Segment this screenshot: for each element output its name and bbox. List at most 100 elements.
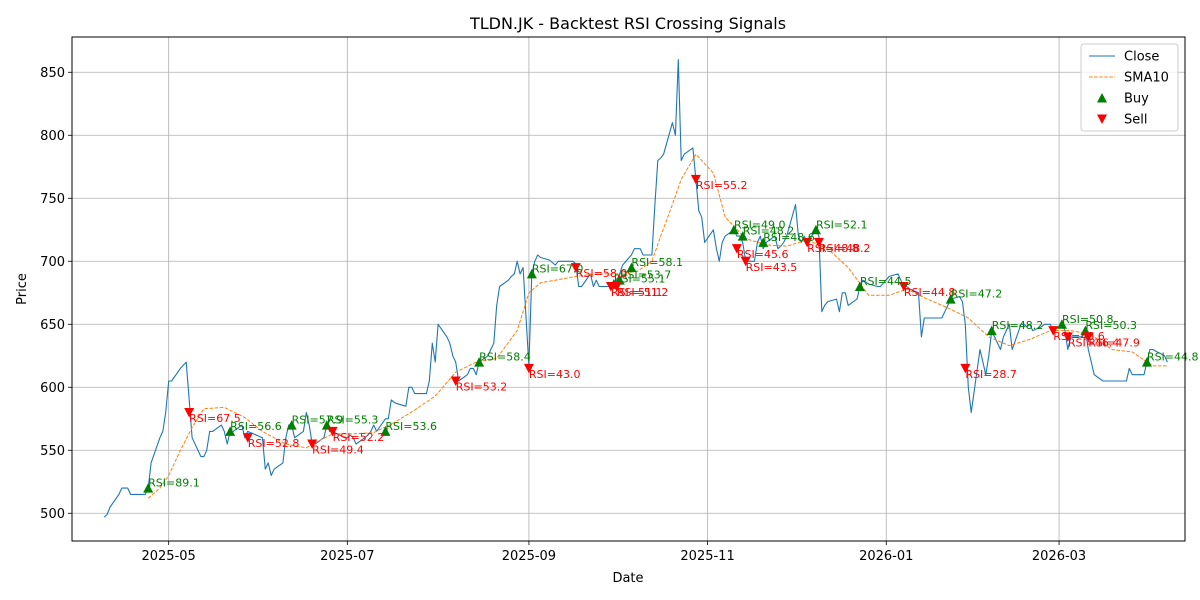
sell-annotation: RSI=47.9 (1088, 336, 1140, 349)
legend-sell-label: Sell (1124, 113, 1147, 128)
sell-marker (731, 244, 742, 254)
buy-marker (474, 357, 485, 367)
sell-annotation: RSI=52.2 (333, 431, 385, 444)
buy-marker (737, 231, 748, 241)
sell-annotation: RSI=53.2 (456, 380, 508, 393)
legend-close-label: Close (1124, 50, 1159, 65)
sell-marker (802, 237, 813, 248)
buy-annotation: RSI=44.8 (1147, 351, 1199, 364)
x-tick-label: 2025-05 (141, 549, 195, 564)
x-tick-label: 2025-09 (502, 549, 556, 564)
sell-annotation: RSI=49.4 (312, 443, 364, 456)
sell-marker (327, 426, 338, 437)
signal-markers (143, 174, 1152, 493)
sell-annotation: RSI=46.4 (1068, 336, 1120, 349)
buy-marker (728, 224, 739, 235)
buy-marker (225, 426, 236, 436)
sell-annotation: RSI=67.5 (189, 412, 241, 425)
buy-annotation: RSI=48.6 (763, 231, 815, 244)
buy-marker (1141, 357, 1152, 367)
sell-annotation: RSI=51.2 (617, 286, 669, 299)
sell-marker (690, 174, 701, 185)
buy-annotation: RSI=57.9 (292, 414, 344, 427)
buy-marker (626, 262, 637, 273)
buy-annotation: RSI=48.2 (992, 319, 1044, 332)
sell-marker (307, 439, 318, 449)
x-axis-ticks: 2025-05 2025-07 2025-09 2025-11 2026-01 2026-… (141, 541, 1086, 564)
series-line-sma10 (147, 153, 1168, 499)
buy-annotation: RSI=53.7 (620, 269, 672, 282)
y-tick-label: 550 (40, 444, 65, 459)
sell-marker (1083, 332, 1094, 342)
buy-annotation: RSI=56.6 (230, 420, 282, 433)
sell-marker (242, 433, 253, 443)
buy-annotation: RSI=67.0 (532, 262, 584, 275)
y-tick-label: 750 (40, 192, 65, 207)
sell-annotation: RSI=45.6 (737, 248, 789, 261)
y-tick-label: 800 (40, 129, 65, 144)
sell-marker (450, 376, 461, 386)
sell-marker (813, 237, 824, 248)
buy-marker (854, 281, 865, 291)
buy-marker (143, 483, 154, 493)
sell-marker (740, 256, 751, 267)
sell-marker (1048, 326, 1059, 336)
y-tick-label: 500 (40, 507, 65, 522)
sell-annotation: RSI=44.8 (904, 286, 956, 299)
legend-buy-label: Buy (1124, 92, 1149, 107)
buy-annotation: RSI=52.1 (816, 218, 868, 231)
buy-marker (526, 268, 537, 279)
buy-annotation: RSI=50.8 (1062, 313, 1114, 326)
sell-marker (611, 281, 622, 292)
x-tick-label: 2026-01 (859, 549, 913, 564)
sell-annotation: RSI=52.8 (248, 437, 300, 450)
x-tick-label: 2025-11 (680, 549, 734, 564)
sell-annotation: RSI=48.6 (1053, 330, 1105, 343)
buy-annotation: RSI=48.2 (743, 225, 795, 238)
buy-annotation: RSI=49.0 (734, 218, 786, 231)
sell-annotation: RSI=48.8 (807, 242, 859, 255)
sell-marker (184, 407, 195, 418)
sell-marker (898, 281, 909, 292)
buy-annotation: RSI=58.4 (479, 351, 531, 364)
legend-sma10-label: SMA10 (1124, 71, 1169, 86)
buy-marker (945, 294, 956, 304)
legend-sell-swatch (1097, 114, 1107, 124)
buy-annotation: RSI=55.3 (327, 414, 379, 427)
plot-frame (71, 36, 1186, 542)
x-tick-label: 2025-07 (320, 549, 374, 564)
buy-marker (986, 325, 997, 336)
sell-annotation: RSI=28.7 (965, 368, 1017, 381)
sell-marker (570, 263, 581, 273)
y-axis-label: Price (15, 273, 30, 305)
y-axis-ticks: 500 550 600 650 700 750 800 850 (40, 66, 72, 522)
sell-annotation: RSI=48.2 (819, 242, 871, 255)
legend: Close SMA10 Buy Sell (1080, 43, 1179, 132)
buy-annotation: RSI=44.5 (860, 275, 912, 288)
buy-annotation: RSI=47.2 (951, 288, 1003, 301)
buy-annotation: RSI=58.1 (631, 256, 683, 269)
y-tick-label: 600 (40, 381, 65, 396)
buy-marker (1056, 319, 1067, 329)
legend-box (1080, 43, 1179, 132)
sell-marker (1062, 332, 1073, 342)
buy-annotation: RSI=50.3 (1085, 319, 1137, 332)
buy-annotation: RSI=53.6 (385, 420, 437, 433)
chart-title: TLDN.JK - Backtest RSI Crossing Signals (469, 14, 786, 33)
x-tick-label: 2026-03 (1032, 549, 1086, 564)
sell-marker (960, 363, 971, 374)
y-tick-label: 850 (40, 66, 65, 81)
buy-marker (758, 237, 769, 247)
grid-lines (72, 37, 1185, 541)
sell-annotation: RSI=43.5 (746, 261, 798, 274)
buy-marker (380, 426, 391, 436)
sell-annotation: RSI=58.0 (576, 267, 628, 280)
buy-marker (286, 420, 297, 430)
buy-annotation: RSI=55.1 (614, 272, 666, 285)
legend-buy-swatch (1097, 93, 1107, 103)
sell-annotation: RSI=43.0 (529, 368, 581, 381)
buy-annotation: RSI=89.1 (148, 477, 200, 490)
